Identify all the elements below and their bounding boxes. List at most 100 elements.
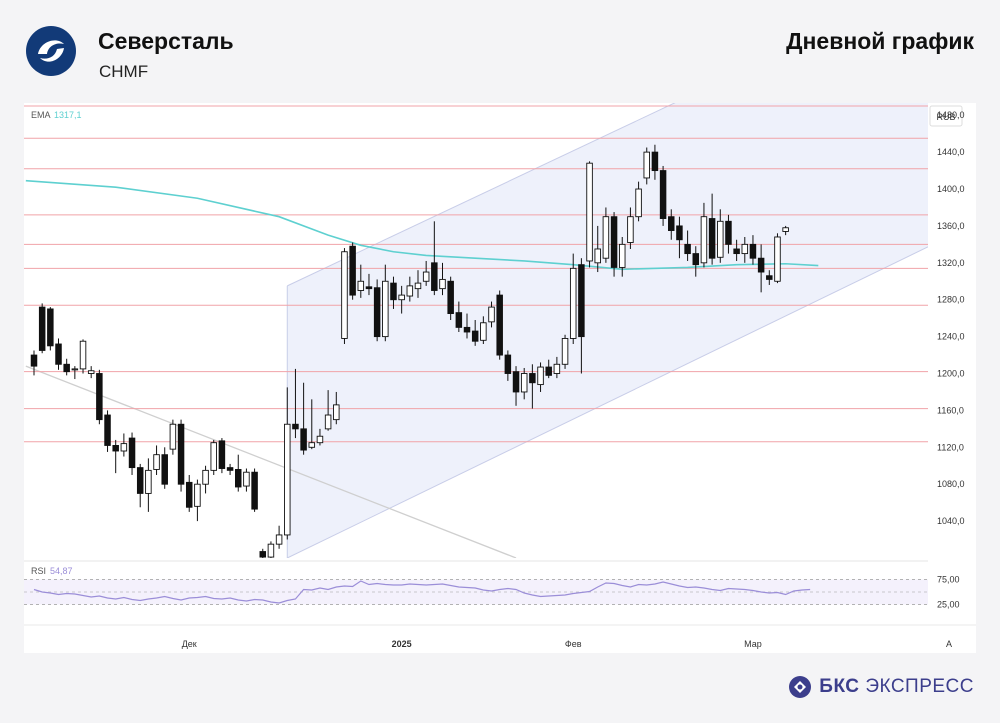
candle-body-up	[333, 404, 340, 421]
candle-body-down	[496, 294, 503, 356]
candle	[463, 313, 471, 339]
candle-body-down	[545, 366, 552, 376]
time-tick-label: Фев	[565, 639, 582, 649]
candle-body-up	[439, 278, 446, 290]
candle	[586, 161, 593, 268]
candle-body-up	[202, 469, 209, 485]
candle-body-down	[218, 440, 226, 469]
candle	[308, 399, 316, 450]
descending-trend-line	[25, 365, 517, 558]
candle-body-down	[504, 354, 512, 374]
price-tick-label: 1240,0	[937, 332, 965, 342]
price-tick-label: 1160,0	[937, 405, 964, 415]
candle-body-down	[390, 282, 397, 301]
candle-body-up	[537, 366, 544, 386]
candle	[234, 454, 242, 492]
candle-body-up	[643, 151, 651, 179]
candle-body-down	[431, 262, 438, 291]
brand-name-bold: БКС	[819, 676, 860, 697]
candle	[398, 285, 405, 314]
rsi-tick-label: 25,00	[937, 600, 960, 610]
candle	[717, 209, 724, 263]
candle-body-up	[275, 534, 283, 545]
candle-body-down	[455, 312, 463, 328]
rsi-label: RSI	[31, 566, 46, 576]
candle-body-down	[659, 170, 667, 219]
candle-body-up	[153, 454, 160, 470]
candle-body-up	[398, 294, 405, 301]
price-tick-label: 1320,0	[937, 258, 965, 268]
brand-name-regular: ЭКСПРЕСС	[865, 676, 974, 697]
candle	[782, 225, 789, 236]
candle-body-up	[594, 248, 601, 264]
candle	[684, 230, 691, 261]
candle-body-down	[63, 363, 70, 373]
candle	[153, 445, 160, 475]
candle-body-up	[87, 370, 95, 374]
rsi-value: 54,87	[50, 566, 73, 576]
channel-fill	[287, 103, 928, 558]
price-tick-label: 1400,0	[937, 184, 965, 194]
candle	[136, 463, 144, 508]
candle	[447, 276, 454, 321]
candle	[708, 193, 716, 265]
candle-body-down	[447, 280, 454, 315]
candle-body-down	[112, 445, 119, 452]
time-tick-label: А	[946, 639, 952, 649]
candle	[71, 366, 79, 380]
candle-body-down	[725, 220, 732, 245]
candle-body-down	[578, 264, 585, 338]
candle-body-down	[128, 437, 136, 469]
candle-body-up	[243, 471, 250, 487]
candle-body-up	[480, 322, 487, 341]
candle	[251, 468, 258, 512]
candle	[324, 390, 332, 431]
candle	[480, 316, 487, 344]
chart-panel: EMA 1317,1 RUB 1480,0 1440,0 1400,0 1360,0 1320…	[24, 103, 976, 653]
candle-body-up	[308, 442, 316, 448]
candle-body-up	[627, 216, 634, 243]
candle	[431, 221, 438, 296]
candle	[422, 260, 430, 286]
candle	[96, 369, 103, 425]
candle	[218, 438, 226, 474]
candle	[643, 147, 651, 185]
candle	[390, 276, 397, 309]
candle	[349, 242, 356, 300]
candle	[202, 465, 209, 494]
candle-body-up	[357, 280, 365, 291]
candle	[766, 270, 773, 285]
candle	[38, 303, 46, 354]
candle-body-up	[618, 243, 626, 268]
candle-body-down	[177, 423, 185, 485]
candle-body-down	[692, 253, 700, 266]
candle-body-down	[365, 286, 373, 290]
brand-name: БКС ЭКСПРЕСС	[819, 676, 974, 698]
candle-body-up	[210, 442, 217, 471]
candle-body-down	[292, 423, 299, 430]
candle-body-down	[668, 216, 675, 231]
candle	[569, 253, 577, 344]
candle-body-up	[569, 267, 577, 339]
candle-body-up	[520, 373, 528, 393]
candle-body-up	[120, 443, 128, 452]
rsi-tick-label: 75,00	[937, 575, 960, 585]
candle	[382, 264, 389, 342]
price-tick-label: 1200,0	[937, 369, 965, 379]
candle-body-down	[259, 551, 267, 558]
candle-body-down	[30, 354, 38, 367]
candle	[333, 391, 340, 425]
candle	[79, 339, 87, 374]
candle	[226, 463, 234, 475]
candle	[553, 356, 561, 379]
candle	[610, 212, 618, 277]
candle	[373, 279, 381, 342]
candle-body-down	[349, 245, 356, 296]
candle	[161, 447, 168, 489]
candle-body-up	[553, 363, 561, 374]
candle-body-up	[284, 423, 291, 536]
price-tick-label: 1480,0	[937, 110, 965, 120]
price-tick-label: 1360,0	[937, 221, 965, 231]
